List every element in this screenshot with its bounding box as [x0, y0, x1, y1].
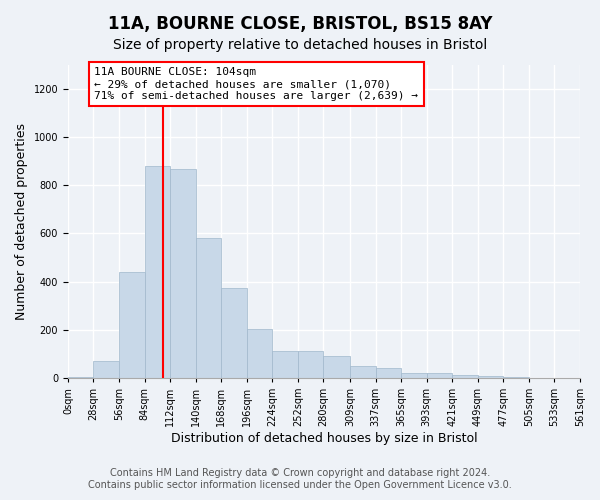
Bar — [247, 328, 272, 378]
Text: Size of property relative to detached houses in Bristol: Size of property relative to detached ho… — [113, 38, 487, 52]
Text: 11A BOURNE CLOSE: 104sqm
← 29% of detached houses are smaller (1,070)
71% of sem: 11A BOURNE CLOSE: 104sqm ← 29% of detach… — [94, 68, 418, 100]
Bar — [350, 366, 376, 378]
X-axis label: Distribution of detached houses by size in Bristol: Distribution of detached houses by size … — [170, 432, 477, 445]
Bar — [503, 377, 529, 378]
Bar — [221, 288, 247, 378]
Bar — [452, 374, 478, 378]
Bar — [196, 238, 221, 378]
Text: 11A, BOURNE CLOSE, BRISTOL, BS15 8AY: 11A, BOURNE CLOSE, BRISTOL, BS15 8AY — [108, 15, 492, 33]
Bar — [272, 352, 298, 378]
Text: Contains HM Land Registry data © Crown copyright and database right 2024.
Contai: Contains HM Land Registry data © Crown c… — [88, 468, 512, 490]
Bar — [427, 373, 452, 378]
Bar — [170, 168, 196, 378]
Bar — [119, 272, 145, 378]
Bar — [401, 372, 427, 378]
Bar — [68, 376, 94, 378]
Y-axis label: Number of detached properties: Number of detached properties — [15, 123, 28, 320]
Bar — [323, 356, 350, 378]
Bar — [298, 352, 323, 378]
Bar — [145, 166, 170, 378]
Bar — [376, 368, 401, 378]
Bar — [94, 361, 119, 378]
Bar — [478, 376, 503, 378]
